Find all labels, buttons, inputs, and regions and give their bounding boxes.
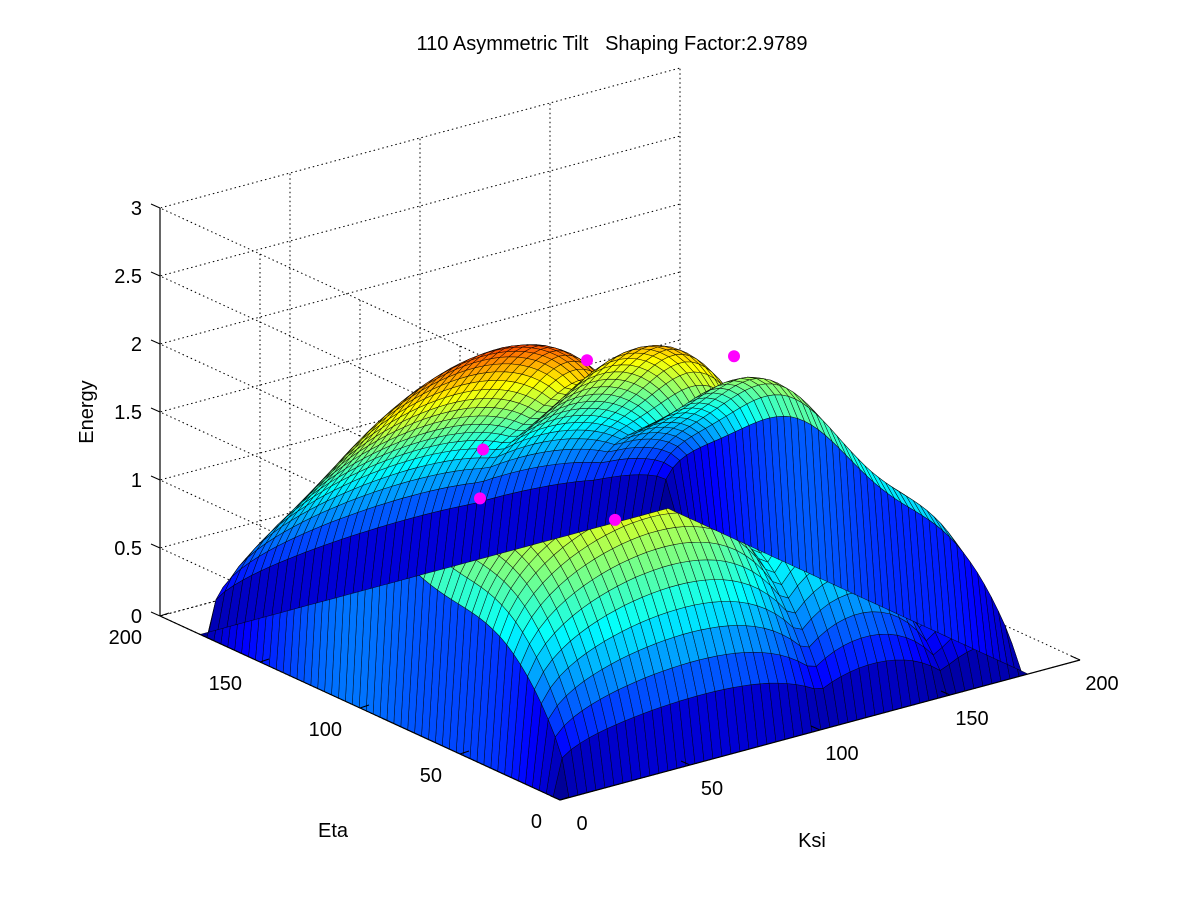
z-tick-label: 1.5 xyxy=(114,402,142,424)
data-marker xyxy=(477,443,489,456)
grid-line xyxy=(259,254,781,663)
y-tick-label: 100 xyxy=(309,719,342,741)
z-axis-label: Energy xyxy=(76,380,98,443)
data-marker xyxy=(609,513,621,526)
surface-patch xyxy=(658,479,676,513)
x-tick-label: 0 xyxy=(576,813,587,835)
x-tick-mark xyxy=(810,725,821,731)
data-markers xyxy=(474,350,740,526)
z-tick-mark xyxy=(150,611,161,617)
y-tick-mark xyxy=(259,658,270,663)
y-tick-mark xyxy=(559,796,570,801)
surface-mesh xyxy=(199,344,1029,801)
x-tick-label: 100 xyxy=(825,743,858,765)
data-marker xyxy=(728,350,740,363)
z-tick-label: 3 xyxy=(131,198,142,220)
y-tick-mark xyxy=(359,704,370,709)
y-tick-label: 50 xyxy=(420,765,442,787)
grid-line xyxy=(419,138,821,731)
x-tick-label: 150 xyxy=(955,708,988,730)
x-tick-mark xyxy=(550,795,561,801)
z-tick-mark xyxy=(150,271,161,277)
data-marker xyxy=(474,492,486,505)
z-tick-mark xyxy=(150,407,161,413)
y-tick-label: 200 xyxy=(109,627,142,649)
z-tick-label: 2.5 xyxy=(114,266,142,288)
grid-line xyxy=(549,103,951,696)
y-tick-label: 150 xyxy=(209,673,242,695)
chart-title: 110 Asymmetric Tilt Shaping Factor:2.978… xyxy=(417,33,808,55)
y-tick-label: 0 xyxy=(531,811,542,833)
z-tick-label: 0 xyxy=(131,606,142,628)
z-tick-mark xyxy=(150,203,161,209)
y-tick-mark xyxy=(459,750,470,755)
x-tick-label: 200 xyxy=(1085,673,1118,695)
z-tick-label: 1 xyxy=(131,470,142,492)
grid-line xyxy=(289,173,691,766)
y-axis-label: Eta xyxy=(318,820,349,842)
y-tick-mark xyxy=(159,612,170,617)
x-axis-label: Ksi xyxy=(798,830,826,852)
z-tick-label: 0.5 xyxy=(114,538,142,560)
z-tick-mark xyxy=(150,339,161,345)
z-tick-mark xyxy=(150,475,161,481)
data-marker xyxy=(581,354,593,367)
z-tick-mark xyxy=(150,543,161,549)
grid-line xyxy=(679,68,1081,661)
x-tick-label: 50 xyxy=(701,778,723,800)
x-tick-mark xyxy=(680,760,691,766)
x-tick-mark xyxy=(1070,655,1081,661)
grid-line xyxy=(359,300,881,709)
z-tick-label: 2 xyxy=(131,334,142,356)
x-tick-mark xyxy=(940,690,951,696)
